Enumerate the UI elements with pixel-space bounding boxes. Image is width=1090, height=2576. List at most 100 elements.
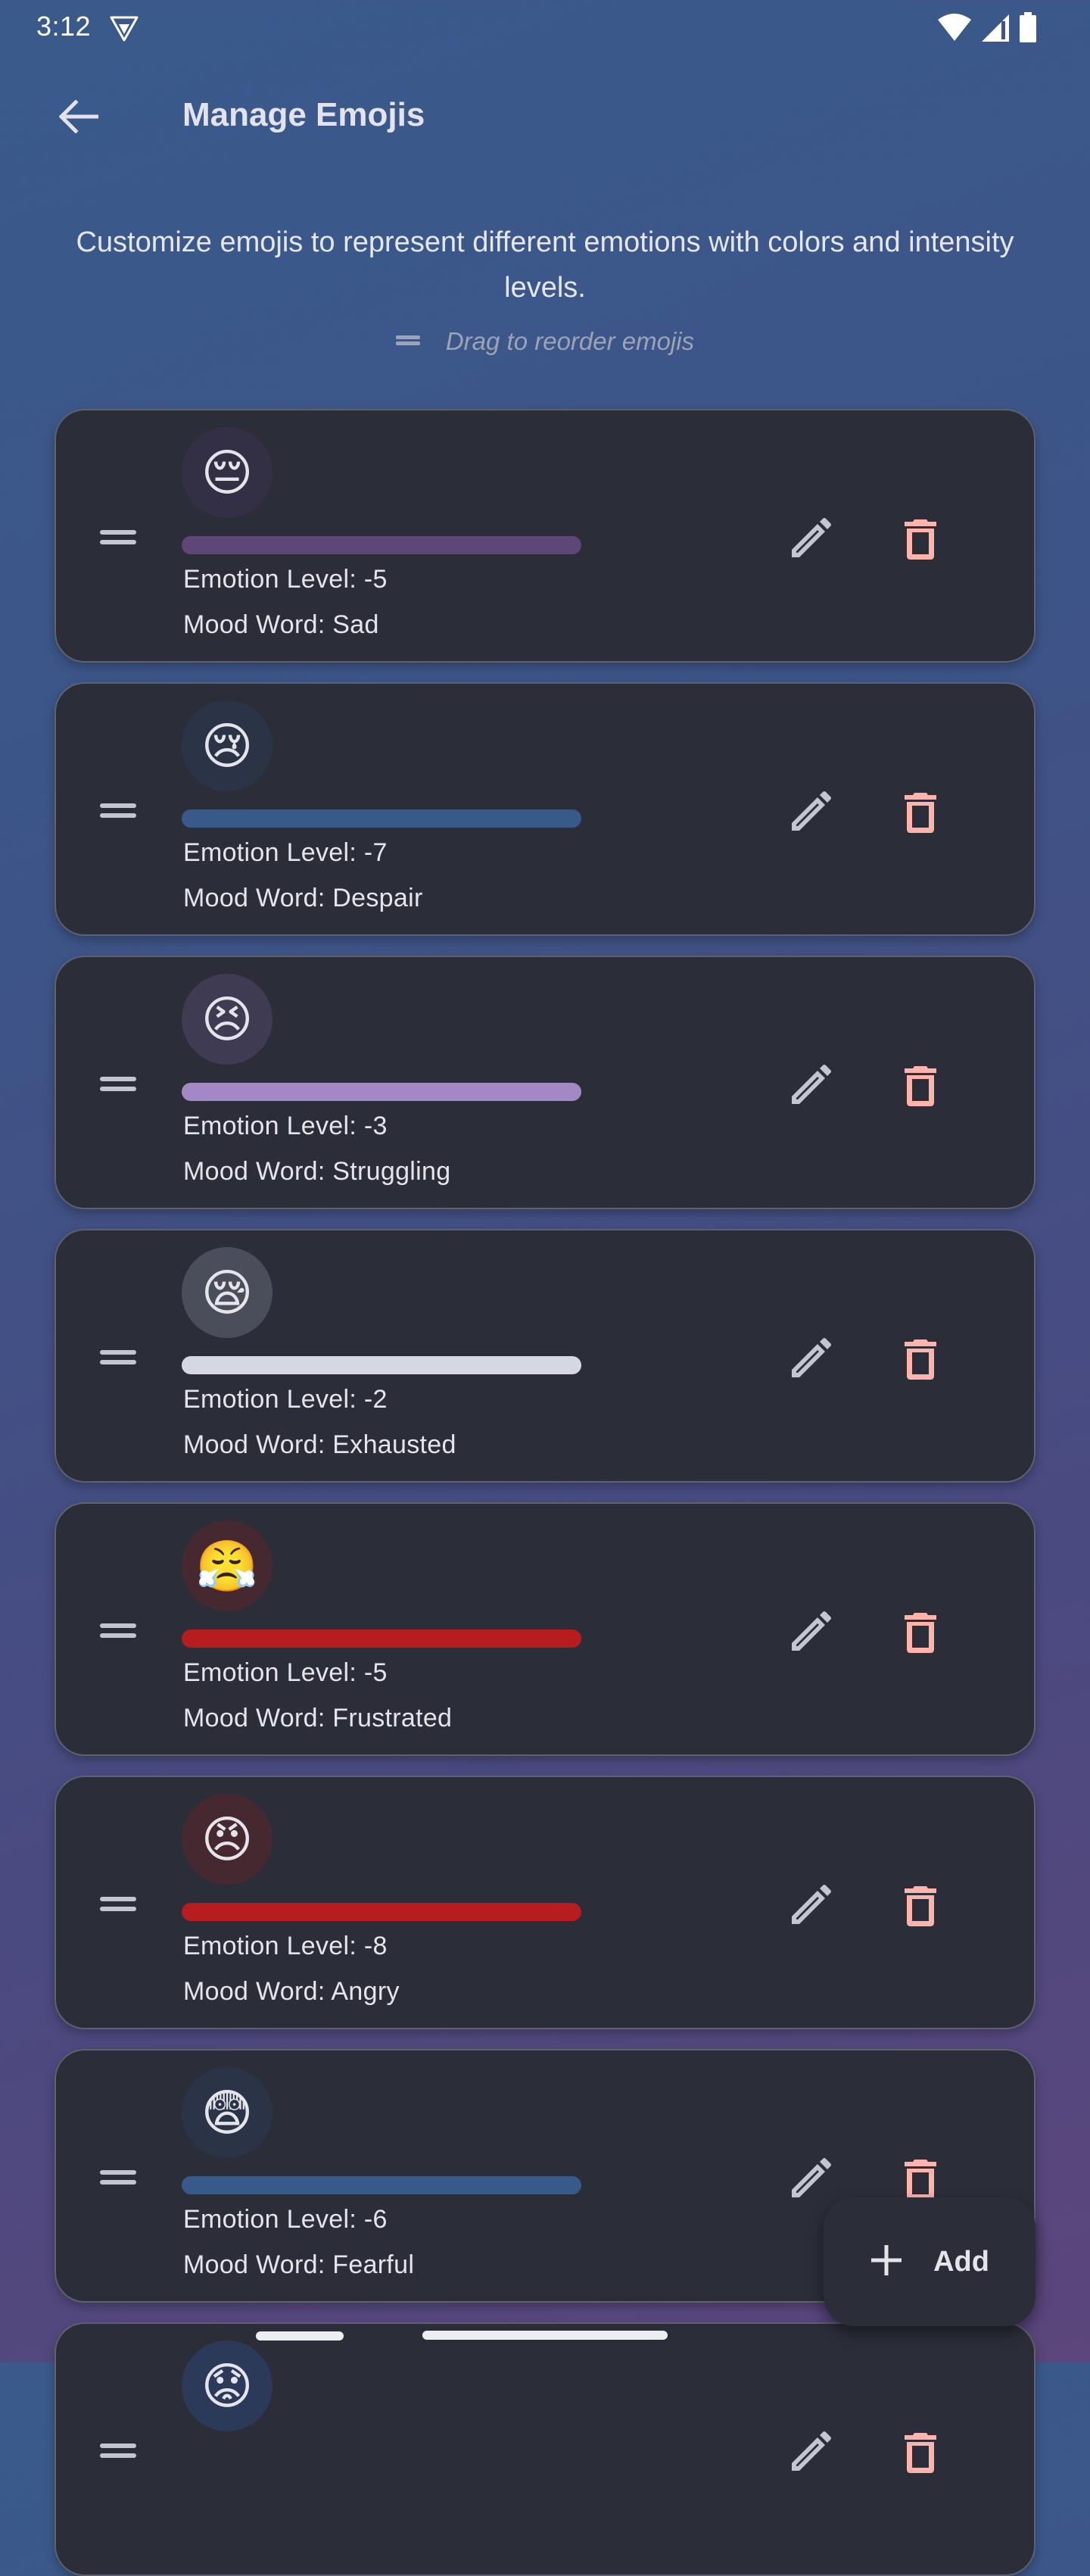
drag-handle-icon: [395, 334, 420, 350]
drag-handle-icon[interactable]: [100, 803, 136, 819]
drag-hint: Drag to reorder emojis: [0, 327, 1090, 356]
emoji-glyph: 😣: [201, 991, 254, 1047]
status-icons: [937, 12, 1037, 46]
emotion-level-label: Emotion Level: -7: [183, 838, 388, 867]
mood-word-label: Mood Word: Frustrated: [183, 1704, 453, 1732]
delete-emoji-button[interactable]: [893, 1607, 948, 1661]
emoji-avatar: 😔: [182, 427, 272, 518]
edit-emoji-button[interactable]: [783, 1060, 837, 1115]
edit-emoji-button[interactable]: [783, 1607, 837, 1661]
add-button-label: Add: [933, 2245, 989, 2278]
trash-icon: [904, 1611, 937, 1658]
delete-emoji-button[interactable]: [893, 2427, 948, 2481]
intensity-bar: [182, 2176, 581, 2194]
intensity-bar: [182, 809, 581, 828]
emoji-card[interactable]: 😣 Emotion Level: -3 Mood Word: Strugglin…: [54, 956, 1036, 1209]
pencil-icon: [789, 517, 831, 564]
status-bar: 3:12: [0, 0, 1090, 55]
emoji-card[interactable]: 😤 Emotion Level: -5 Mood Word: Frustrate…: [54, 1502, 1036, 1756]
emoji-card[interactable]: 😠 Emotion Level: -8 Mood Word: Angry: [54, 1776, 1036, 2029]
edit-emoji-button[interactable]: [783, 1333, 837, 1388]
emoji-avatar: 😤: [182, 1520, 272, 1611]
home-indicator[interactable]: [422, 2331, 668, 2340]
emotion-level-label: Emotion Level: -8: [183, 1932, 388, 1960]
intensity-bar: [182, 1356, 581, 1374]
trash-icon: [904, 1885, 937, 1931]
edit-emoji-button[interactable]: [783, 2427, 837, 2481]
pencil-icon: [789, 1611, 831, 1658]
delete-emoji-button[interactable]: [893, 787, 948, 841]
drag-hint-text: Drag to reorder emojis: [445, 327, 695, 355]
emoji-card[interactable]: 😢 Emotion Level: -7 Mood Word: Despair: [54, 682, 1036, 936]
emoji-glyph: 😠: [201, 1811, 254, 1867]
edit-emoji-button[interactable]: [783, 513, 837, 568]
drag-handle-icon[interactable]: [100, 2443, 136, 2459]
pencil-icon: [789, 1884, 831, 1931]
trash-icon: [904, 1065, 937, 1111]
pencil-icon: [789, 2157, 831, 2204]
edit-emoji-button[interactable]: [783, 2153, 837, 2208]
app-bar: Manage Emojis: [0, 76, 1090, 161]
edit-emoji-button[interactable]: [783, 787, 837, 841]
intensity-bar: [182, 536, 581, 554]
cell-signal-icon: [981, 14, 1010, 46]
emoji-avatar: 😣: [182, 974, 272, 1065]
drag-handle-icon[interactable]: [100, 1897, 136, 1912]
arrow-back-icon: [58, 98, 99, 137]
emotion-level-label: Emotion Level: -5: [183, 565, 388, 594]
delete-emoji-button[interactable]: [893, 1880, 948, 1935]
emoji-glyph: 😨: [201, 2085, 254, 2141]
battery-icon: [1019, 12, 1037, 46]
trash-icon: [904, 791, 937, 837]
mood-word-label: Mood Word: Struggling: [183, 1157, 451, 1186]
back-button[interactable]: [54, 94, 103, 142]
emoji-avatar: 😨: [182, 2067, 272, 2158]
emotion-level-label: Emotion Level: -2: [183, 1385, 388, 1414]
plus-icon: [870, 2244, 903, 2281]
pencil-icon: [789, 2431, 831, 2478]
trash-icon: [904, 1338, 937, 1384]
mood-word-label: Mood Word: Despair: [183, 884, 423, 912]
emotion-level-label: Emotion Level: -5: [183, 1658, 388, 1687]
trash-icon: [904, 2431, 937, 2478]
intensity-bar: [256, 2331, 344, 2341]
add-emoji-button[interactable]: Add: [824, 2197, 1036, 2326]
intensity-bar: [182, 1903, 581, 1921]
drag-handle-icon[interactable]: [100, 1077, 136, 1092]
drag-handle-icon[interactable]: [100, 2170, 136, 2185]
emoji-avatar: 😠: [182, 1794, 272, 1885]
drag-handle-icon[interactable]: [100, 530, 136, 545]
emoji-card[interactable]: 😪 Emotion Level: -2 Mood Word: Exhausted: [54, 1229, 1036, 1483]
mood-word-label: Mood Word: Fearful: [183, 2250, 415, 2279]
trash-icon: [904, 518, 937, 564]
intro-description: Customize emojis to represent different …: [76, 226, 1014, 304]
mood-word-label: Mood Word: Angry: [183, 1977, 400, 2006]
delete-emoji-button[interactable]: [893, 513, 948, 568]
emoji-card[interactable]: 😔 Emotion Level: -5 Mood Word: Sad: [54, 409, 1036, 663]
emoji-avatar: 😪: [182, 1247, 272, 1338]
trash-icon: [904, 2158, 937, 2204]
vpn-shield-icon: [109, 15, 139, 42]
drag-handle-icon[interactable]: [100, 1623, 136, 1639]
delete-emoji-button[interactable]: [893, 2153, 948, 2208]
emotion-level-label: Emotion Level: -3: [183, 1112, 388, 1140]
emoji-glyph: 😢: [201, 718, 254, 774]
pencil-icon: [789, 1337, 831, 1384]
intensity-bar: [182, 1629, 581, 1648]
emoji-glyph: 😟: [201, 2358, 254, 2414]
delete-emoji-button[interactable]: [893, 1333, 948, 1388]
emoji-glyph: 😤: [195, 1538, 259, 1594]
emoji-glyph: 😪: [201, 1265, 254, 1321]
page-title: Manage Emojis: [182, 96, 425, 133]
intensity-bar: [182, 1083, 581, 1101]
drag-handle-icon[interactable]: [100, 1350, 136, 1365]
mood-word-label: Mood Word: Sad: [183, 610, 379, 639]
emoji-card[interactable]: 😟: [54, 2322, 1036, 2576]
emotion-level-label: Emotion Level: -6: [183, 2205, 388, 2234]
wifi-icon: [937, 12, 972, 46]
status-time: 3:12: [36, 11, 92, 42]
emoji-glyph: 😔: [201, 444, 254, 501]
delete-emoji-button[interactable]: [893, 1060, 948, 1115]
edit-emoji-button[interactable]: [783, 1880, 837, 1935]
emoji-avatar: 😢: [182, 700, 272, 791]
